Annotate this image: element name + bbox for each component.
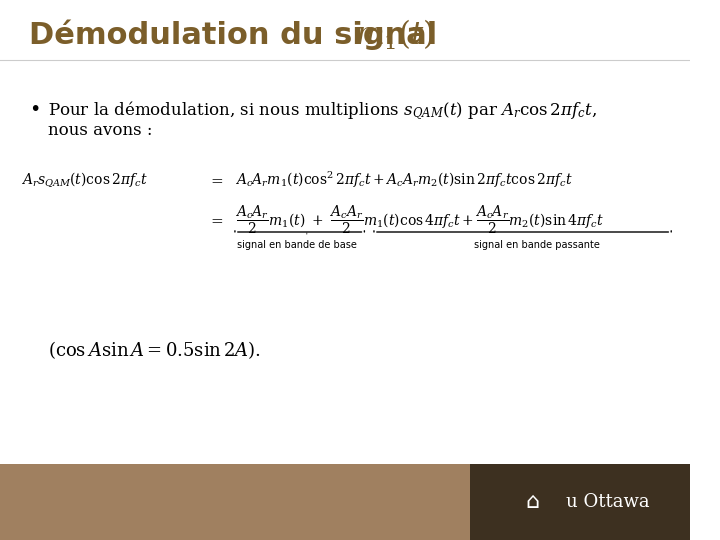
Text: nous avons :: nous avons : (48, 122, 153, 139)
Text: $=$: $=$ (208, 173, 224, 187)
Text: ⌂: ⌂ (525, 492, 539, 512)
Text: $s_{QAM}(t)$: $s_{QAM}(t)$ (48, 100, 55, 106)
Text: •: • (29, 100, 40, 119)
Text: $A_c A_r m_1(t)\cos^2 2\pi f_c t + A_c A_r m_2(t)\sin 2\pi f_c t\cos 2\pi f_c t$: $A_c A_r m_1(t)\cos^2 2\pi f_c t + A_c A… (235, 170, 573, 190)
Bar (0, 464, 470, 540)
Text: $\dfrac{A_c A_r}{2} m_1(t) \ + \ \dfrac{A_c A_r}{2} m_1(t)\cos 4\pi f_c t + \dfr: $\dfrac{A_c A_r}{2} m_1(t) \ + \ \dfrac{… (235, 204, 604, 237)
Text: signal en bande de base: signal en bande de base (238, 240, 357, 250)
Text: Démodulation du signal: Démodulation du signal (29, 20, 448, 50)
Text: u Ottawa: u Ottawa (566, 493, 649, 511)
Text: $A_r s_{QAM}(t)\cos 2\pi f_c t$: $A_r s_{QAM}(t)\cos 2\pi f_c t$ (21, 171, 148, 189)
Text: $m_1(t)$: $m_1(t)$ (355, 18, 433, 52)
Text: $(\cos A\sin A = 0.5\sin 2A)$.: $(\cos A\sin A = 0.5\sin 2A)$. (48, 339, 261, 361)
Text: $=$: $=$ (208, 213, 224, 227)
Bar (470, 464, 690, 540)
Text: signal en bande passante: signal en bande passante (474, 240, 600, 250)
Text: Pour la démodulation, si nous multiplions $s_{QAM}(t)$ par $A_r\cos 2\pi f_c t$,: Pour la démodulation, si nous multiplion… (48, 100, 597, 123)
